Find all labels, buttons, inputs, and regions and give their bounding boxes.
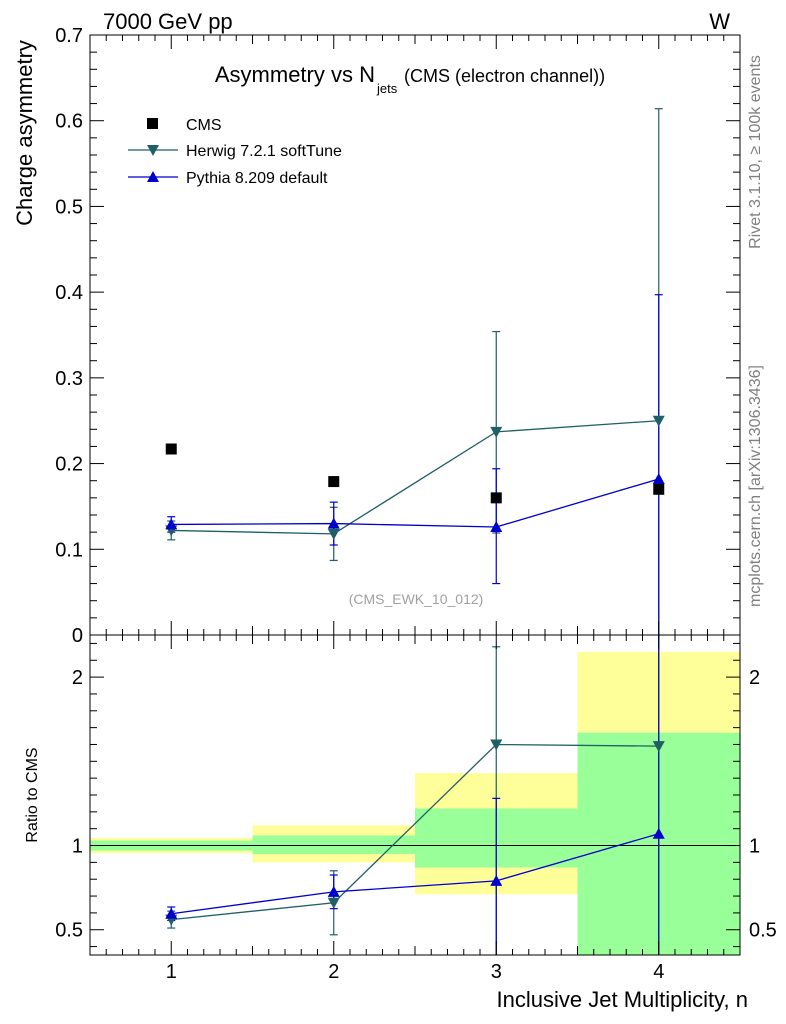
- ratio-marker-0: [652, 741, 665, 753]
- main-y-axis-label: Charge asymmetry: [12, 40, 37, 226]
- x-axis-label: Inclusive Jet Multiplicity, n: [497, 987, 748, 1012]
- legend-pythia-marker: [147, 171, 159, 182]
- ratio-marker-1: [327, 885, 340, 897]
- main-y-ticks: 0 0.1 0.2 0.3 0.4 0.5 0.6 0.7: [55, 25, 740, 647]
- main-x-ticks: [105, 35, 725, 635]
- main-marker-0: [490, 492, 502, 504]
- x-tick-label: 1: [166, 961, 177, 983]
- main-y-tick-label: 0.5: [55, 196, 83, 218]
- legend-herwig-marker: [147, 145, 159, 156]
- ratio-y-tick-label-right: 0.5: [749, 920, 777, 942]
- x-tick-label: 4: [653, 961, 664, 983]
- main-marker-0: [165, 443, 177, 455]
- main-y-tick-label: 0.4: [55, 282, 83, 304]
- main-series-lines: [171, 420, 659, 535]
- analysis-watermark: (CMS_EWK_10_012): [349, 591, 484, 607]
- ratio-y-tick-label: 2: [72, 667, 83, 689]
- ratio-x-ticks: 1 2 3 4: [105, 635, 725, 983]
- legend-pythia-label: Pythia 8.209 default: [186, 170, 328, 187]
- main-error-bars: [167, 108, 663, 635]
- ratio-frame: [89, 634, 741, 956]
- ratio-line-1: [171, 833, 659, 915]
- main-marker-1: [652, 415, 665, 427]
- main-markers: [165, 415, 665, 540]
- main-line-1: [171, 420, 659, 535]
- main-y-tick-label: 0.6: [55, 111, 83, 133]
- ratio-y-tick-label-right: 2: [749, 667, 760, 689]
- main-marker-0: [328, 476, 340, 488]
- ratio-series-lines: [171, 743, 659, 921]
- ratio-marker-1: [490, 874, 503, 886]
- ratio-uncertainty-bands: [90, 651, 740, 955]
- ratio-marker-1: [652, 827, 665, 839]
- ratio-y-ticks: 0.5 0.5 1 1 2 2: [55, 642, 777, 948]
- main-y-tick-label: 0.2: [55, 454, 83, 476]
- main-marker-0: [653, 483, 665, 495]
- ratio-y-tick-label-right: 1: [749, 836, 760, 858]
- ratio-marker-0: [327, 897, 340, 909]
- main-marker-2: [165, 518, 178, 530]
- legend-cms-label: CMS: [186, 117, 222, 134]
- main-title: Asymmetry vs N: [215, 62, 375, 87]
- x-tick-label: 2: [328, 961, 339, 983]
- ratio-marker-1: [165, 907, 178, 919]
- legend: CMS Herwig 7.2.1 softTune Pythia 8.209 d…: [128, 117, 342, 187]
- main-title-subscript: jets: [376, 81, 398, 96]
- main-marker-1: [327, 528, 340, 540]
- ratio-markers: [165, 739, 665, 926]
- main-marker-1: [490, 426, 503, 438]
- rivet-label: Rivet 3.1.10, ≥ 100k events: [747, 55, 764, 249]
- legend-herwig-label: Herwig 7.2.1 softTune: [186, 143, 342, 160]
- ratio-marker-0: [490, 739, 503, 751]
- main-marker-2: [490, 521, 503, 532]
- x-tick-label: 3: [491, 961, 502, 983]
- ratio-line-0: [171, 743, 659, 921]
- header-left: 7000 GeV pp: [103, 9, 233, 34]
- header-right: W: [709, 9, 730, 34]
- ratio-y-axis-label: Ratio to CMS: [24, 747, 41, 842]
- ratio-y-tick-label: 1: [72, 836, 83, 858]
- main-y-tick-label: 0: [72, 625, 83, 647]
- main-marker-2: [327, 517, 340, 529]
- ratio-panel: 0.5 0.5 1 1 2 2 1 2 3 4 Ratio to CMS Inclusive J…: [24, 634, 777, 1012]
- main-marker-2: [652, 473, 665, 484]
- legend-cms-marker: [147, 118, 158, 129]
- main-panel: (CMS_EWK_10_012) Asymmetry vs N jets (CM…: [12, 25, 741, 647]
- ratio-y-tick-label: 0.5: [55, 920, 83, 942]
- ratio-band-green: [252, 835, 415, 854]
- mcplots-label: mcplots.cern.ch [arXiv:1306.3436]: [747, 365, 764, 607]
- main-line-2: [171, 478, 659, 528]
- main-y-tick-label: 0.1: [55, 539, 83, 561]
- main-title-rest: (CMS (electron channel)): [404, 66, 605, 86]
- main-y-tick-label: 0.3: [55, 368, 83, 390]
- main-y-tick-label: 0.7: [55, 25, 83, 47]
